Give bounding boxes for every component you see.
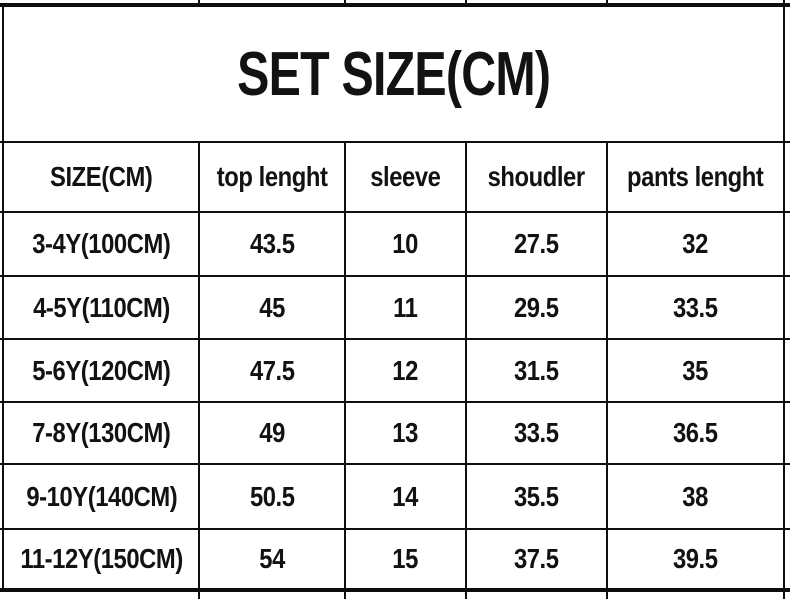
table-cell: 32 xyxy=(682,228,709,259)
grid-line-left-border xyxy=(2,3,4,592)
table-cell: 29.5 xyxy=(514,291,559,323)
table-row: 4-5Y(110CM) 45 11 29.5 33.5 xyxy=(4,277,784,338)
table-cell: 33.5 xyxy=(514,417,559,448)
row-label: 5-6Y(120CM) xyxy=(32,354,171,386)
column-header-shoulder: shoudler xyxy=(487,161,586,192)
table-row: 7-8Y(130CM) 49 13 33.5 36.5 xyxy=(4,403,784,463)
grid-line xyxy=(344,0,346,7)
table-cell: 15 xyxy=(392,543,419,574)
grid-line-right-border xyxy=(783,0,785,599)
grid-line xyxy=(465,0,467,7)
table-cell: 50.5 xyxy=(249,480,295,512)
grid-line xyxy=(465,141,467,599)
grid-line xyxy=(0,463,790,465)
column-header-top-length: top lenght xyxy=(216,161,328,192)
table-cell: 12 xyxy=(392,354,419,386)
row-label: 3-4Y(100CM) xyxy=(32,228,171,259)
grid-line-top-border xyxy=(0,3,790,7)
table-cell: 13 xyxy=(392,417,419,448)
column-header-sleeve: sleeve xyxy=(370,161,441,192)
row-label: 4-5Y(110CM) xyxy=(33,291,170,323)
table-cell: 11 xyxy=(393,291,418,323)
table-cell: 43.5 xyxy=(249,228,295,259)
grid-line xyxy=(0,141,790,143)
table-row: 5-6Y(120CM) 47.5 12 31.5 35 xyxy=(4,340,784,401)
grid-line xyxy=(344,141,346,599)
table-cell: 54 xyxy=(259,543,285,574)
table-row: 3-4Y(100CM) 43.5 10 27.5 32 xyxy=(4,213,784,275)
table-cell: 35.5 xyxy=(514,480,559,512)
grid-line xyxy=(0,275,790,277)
grid-line xyxy=(0,528,790,530)
grid-line xyxy=(198,0,200,7)
row-label: 11-12Y(150CM) xyxy=(20,543,183,574)
table-row: 9-10Y(140CM) 50.5 14 35.5 38 xyxy=(4,465,784,528)
grid-line xyxy=(0,211,790,213)
grid-line xyxy=(198,141,200,599)
row-label: 7-8Y(130CM) xyxy=(32,417,171,448)
grid-line xyxy=(0,338,790,340)
table-cell: 27.5 xyxy=(514,228,559,259)
table-cell: 39.5 xyxy=(673,543,718,574)
grid-line xyxy=(606,0,608,7)
table-cell: 10 xyxy=(392,228,419,259)
table-title: SET SIZE(CM) xyxy=(237,39,551,109)
table-cell: 37.5 xyxy=(514,543,559,574)
table-cell: 14 xyxy=(392,480,419,512)
table-cell: 36.5 xyxy=(673,417,718,448)
table-cell: 31.5 xyxy=(514,354,559,386)
grid-line xyxy=(606,141,608,599)
row-label: 9-10Y(140CM) xyxy=(25,480,177,512)
table-cell: 45 xyxy=(259,291,285,323)
grid-line xyxy=(0,401,790,403)
column-header-pants-length: pants lenght xyxy=(627,161,764,192)
table-cell: 35 xyxy=(682,354,709,386)
table-row: 11-12Y(150CM) 54 15 37.5 39.5 xyxy=(4,530,784,588)
grid-line-bottom-border xyxy=(0,588,790,592)
table-title-row: SET SIZE(CM) xyxy=(4,7,784,141)
table-cell: 49 xyxy=(259,417,285,448)
table-cell: 38 xyxy=(682,480,709,512)
table-header-row: SIZE(CM) top lenght sleeve shoudler pant… xyxy=(4,143,784,211)
column-header-size: SIZE(CM) xyxy=(50,161,153,192)
table-cell: 33.5 xyxy=(673,291,718,323)
table-cell: 47.5 xyxy=(249,354,295,386)
